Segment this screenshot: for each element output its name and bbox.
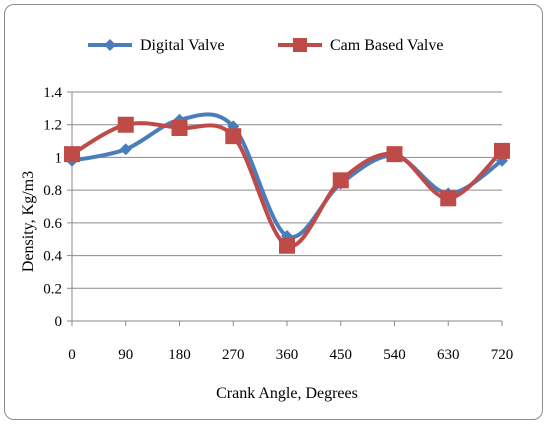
y-tick-label: 1.4 (43, 85, 62, 101)
x-tick-label: 270 (222, 347, 245, 363)
y-tick-label: 1.2 (43, 118, 62, 134)
y-tick-label: 1 (55, 150, 63, 166)
series-lines (70, 112, 504, 249)
legend-label-digital-valve: Digital Valve (140, 37, 225, 54)
legend-marker-digital-valve (104, 39, 116, 51)
data-point-cam-based-valve (386, 146, 403, 163)
axes (67, 91, 503, 326)
legend: Digital Valve Cam Based Valve (88, 37, 443, 54)
x-axis-title: Crank Angle, Degrees (216, 385, 358, 402)
data-point-cam-based-valve (171, 119, 188, 136)
data-point-cam-based-valve (279, 237, 295, 254)
x-tick-labels: 0 90 180 270 360 450 540 630 720 (68, 347, 513, 363)
x-tick-label: 630 (437, 347, 460, 363)
gridlines (72, 91, 502, 289)
data-point-cam-based-valve (494, 142, 510, 159)
y-axis-title: Density, Kg/m3 (20, 171, 37, 272)
y-tick-label: 0 (55, 314, 63, 330)
x-tick-label: 180 (168, 347, 191, 363)
chart-frame (4, 4, 543, 420)
y-tick-label: 0.4 (43, 249, 62, 265)
y-tick-label: 0.2 (43, 281, 62, 297)
x-tick-label: 720 (491, 347, 514, 363)
data-point-cam-based-valve (225, 128, 242, 145)
data-point-cam-based-valve (117, 116, 134, 133)
series-markers (64, 113, 510, 254)
legend-label-cam-based-valve: Cam Based Valve (330, 37, 443, 54)
series-line-digital-valve (71, 112, 504, 240)
data-point-digital-valve (227, 120, 240, 133)
data-point-cam-based-valve (332, 172, 349, 189)
x-tick-label: 0 (68, 347, 76, 363)
x-tick-label: 450 (330, 347, 353, 363)
y-tick-labels: 0 0.2 0.4 0.6 0.8 1 1.2 1.4 (43, 85, 62, 330)
y-tick-label: 0.6 (43, 216, 62, 232)
data-point-cam-based-valve (440, 190, 457, 207)
legend-marker-cam-based-valve (293, 38, 307, 52)
x-tick-label: 90 (118, 347, 133, 363)
y-tick-label: 0.8 (43, 183, 62, 199)
x-tick-label: 540 (383, 347, 406, 363)
data-point-cam-based-valve (64, 146, 80, 163)
data-point-digital-valve (119, 143, 132, 156)
x-tick-label: 360 (276, 347, 299, 363)
